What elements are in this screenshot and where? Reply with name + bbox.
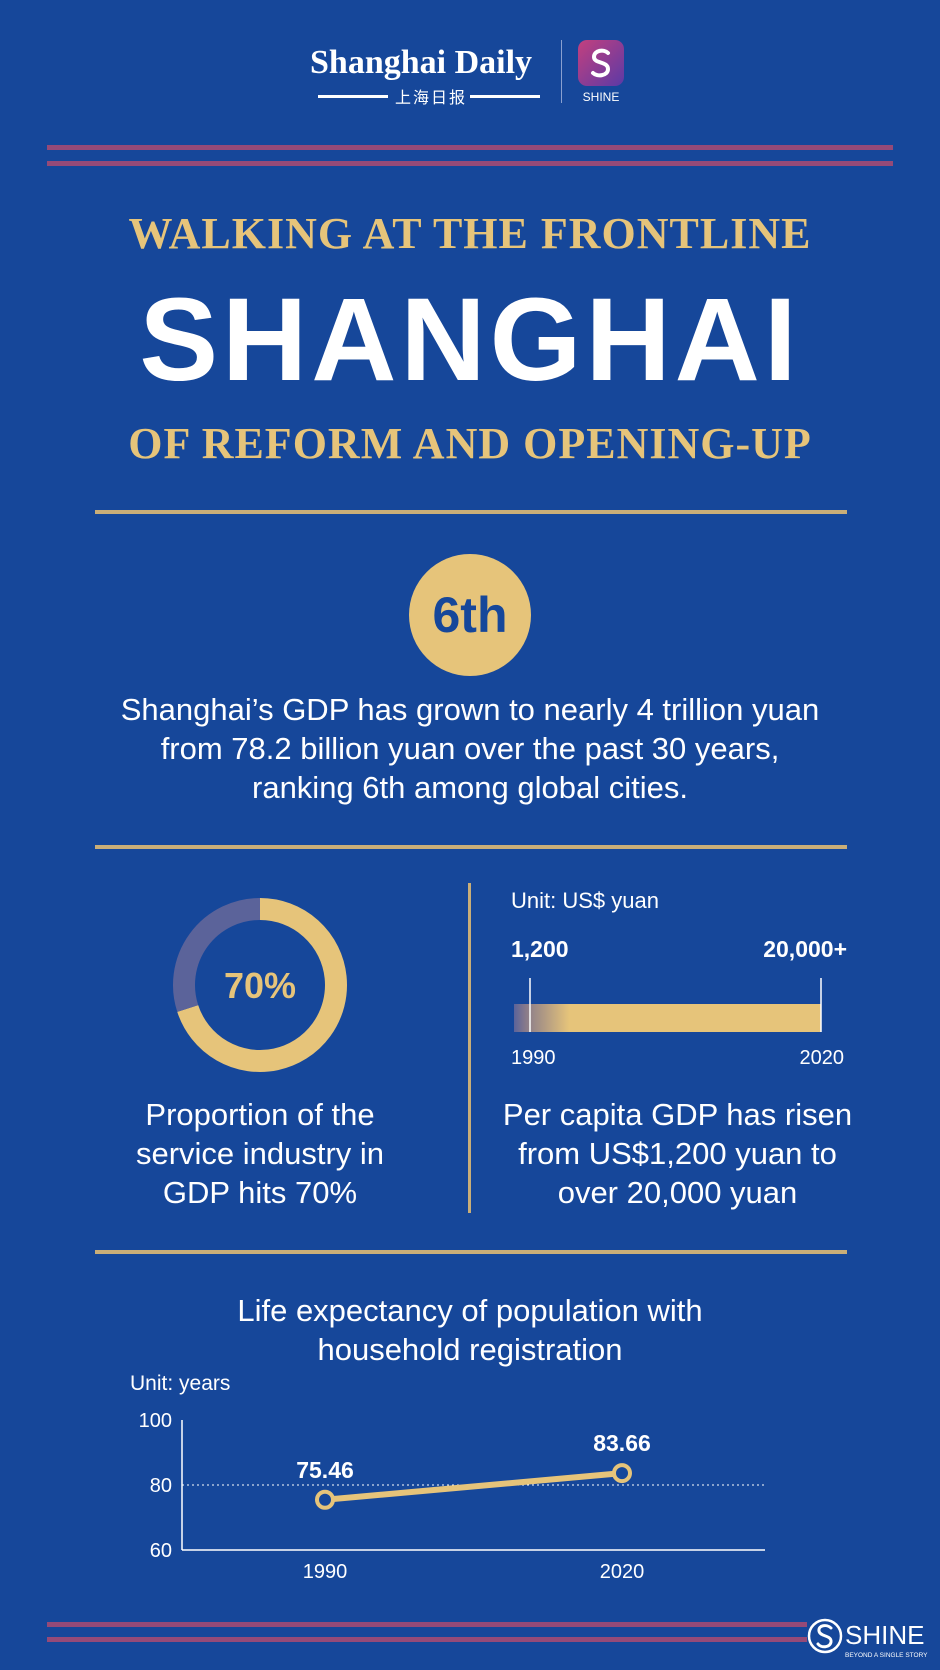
brand-chinese-name: 上海日报 (395, 90, 468, 107)
life-chart-title: Life expectancy of population with house… (237, 1293, 703, 1367)
brand-divider (561, 40, 562, 103)
y-tick-label: 60 (150, 1540, 172, 1562)
life-data-label: 75.46 (296, 1457, 354, 1483)
rank-badge: 6th (409, 554, 531, 676)
shine-footer-logo: SHINE BEYOND A SINGLE STORY (807, 1618, 928, 1659)
service-donut-chart: 70% (173, 898, 347, 1072)
service-caption: Proportion of the service industry in GD… (135, 1097, 385, 1210)
top-stripe-2 (47, 161, 893, 166)
brand-rule-right (470, 95, 540, 98)
per-capita-bar-chart (514, 978, 822, 1032)
bar-x-label-end: 2020 (799, 1047, 845, 1069)
header: Shanghai Daily 上海日报 SHINE (0, 0, 940, 120)
bar-unit-label: Unit: US$ yuan (511, 888, 659, 913)
life-expectancy-line-chart: 100 80 60 75.46 1990 83.66 2020 (139, 1410, 765, 1583)
brand-rule-left (318, 95, 388, 98)
donut-slice-service (177, 898, 347, 1072)
section-divider-3 (95, 1250, 847, 1254)
shine-logo-text: SHINE (845, 1620, 924, 1650)
life-data-label: 83.66 (593, 1430, 651, 1456)
x-tick-label: 2020 (600, 1561, 645, 1583)
donut-slice-other (173, 898, 261, 1012)
y-tick-label: 80 (150, 1475, 172, 1497)
brand-logo-text: Shanghai Daily (310, 44, 533, 81)
shine-app-label: SHINE (582, 90, 620, 104)
shine-logo-icon (807, 1618, 843, 1654)
section-divider-2 (95, 845, 847, 849)
life-data-point (315, 1489, 335, 1510)
bottom-stripe-1 (47, 1622, 807, 1627)
bar-x-label-start: 1990 (511, 1047, 556, 1069)
bar-start-value-label: 1,200 (511, 936, 569, 962)
title-top-line: WALKING AT THE FRONTLINE (128, 209, 812, 258)
life-series-line (324, 1470, 623, 1503)
x-tick-label: 1990 (303, 1561, 348, 1583)
rank-description: Shanghai’s GDP has grown to nearly 4 tri… (120, 692, 820, 805)
title-bottom-line: OF REFORM AND OPENING-UP (128, 419, 812, 468)
donut-center-label: 70% (224, 965, 296, 1006)
vertical-divider (468, 883, 471, 1213)
life-data-point (612, 1463, 632, 1484)
bar-end-value-label: 20,000+ (763, 936, 847, 962)
bar-per-capita (514, 1004, 821, 1032)
top-stripe-1 (47, 145, 893, 150)
section-divider-1 (95, 510, 847, 514)
life-unit-label: Unit: years (130, 1372, 231, 1395)
shine-logo-tagline: BEYOND A SINGLE STORY (845, 1652, 928, 1659)
shine-app-icon (578, 40, 624, 86)
page-title: SHANGHAI (139, 274, 801, 406)
per-capita-caption: Per capita GDP has risen from US$1,200 y… (502, 1097, 853, 1210)
bottom-stripe-2 (47, 1637, 807, 1642)
y-tick-label: 100 (139, 1410, 172, 1432)
